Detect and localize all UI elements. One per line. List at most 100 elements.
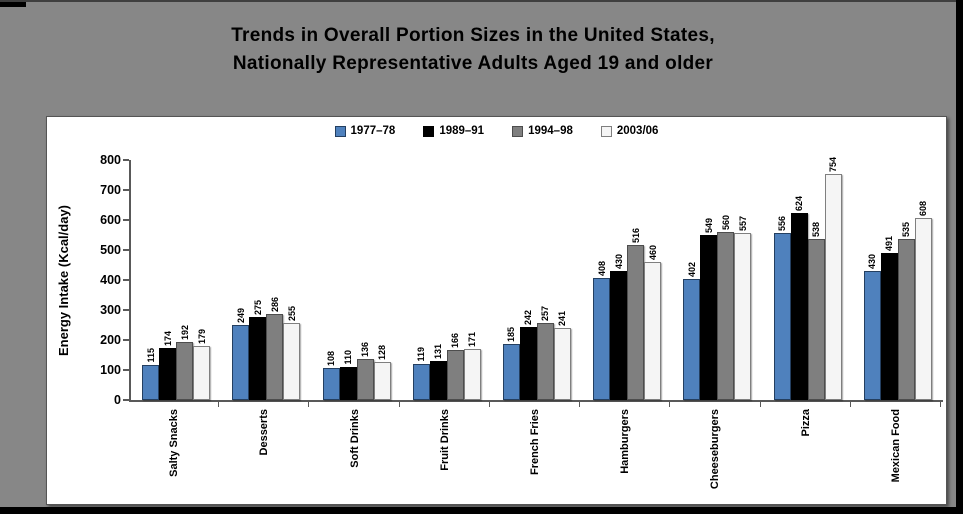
y-tick-label: 100 [100,363,121,377]
bar-value-label: 185 [506,326,517,342]
bar-value-label: 131 [433,343,444,359]
category-cell: Salty Snacks [129,409,219,501]
y-tick-mark [123,249,129,251]
bar-group: 119 131 166 171 [402,160,492,400]
category-cell: Fruit Drinks [400,409,490,501]
bar: 192 [176,325,194,400]
category-label: Hamburgers [619,409,632,474]
bar-value-label: 754 [828,156,839,172]
bar-value-label: 110 [343,350,354,365]
bar-group: 430 491 535 608 [853,160,943,400]
bar-group: 249 275 286 255 [221,160,311,400]
bar: 430 [610,254,628,400]
legend-label: 1989–91 [439,125,485,137]
bar-value-label: 136 [360,341,371,357]
category-tick [400,402,490,407]
category-tick [670,402,761,407]
bar: 115 [142,348,160,400]
bar-value-label: 192 [179,324,190,340]
y-tick-label: 200 [100,333,121,347]
category-tick [851,402,941,407]
bar: 185 [502,327,520,400]
bar: 538 [807,222,825,400]
category-tick [490,402,581,407]
bar: 408 [593,261,611,400]
bar: 402 [683,262,701,400]
bar: 174 [159,331,177,400]
bar: 249 [232,308,250,400]
bar-group: 115 174 192 179 [131,160,221,400]
bar-value-label: 257 [540,305,551,321]
bar-value-label: 286 [269,296,280,312]
category-label: Pizza [799,409,812,437]
bar-group: 408 430 516 460 [582,160,672,400]
chart-title-line-1: Trends in Overall Portion Sizes in the U… [231,25,715,46]
y-tick-mark [123,339,129,341]
bar: 491 [880,236,898,400]
y-tick-mark [123,399,129,401]
legend-label: 1977–78 [350,125,396,137]
category-label: Desserts [258,409,271,456]
y-tick-label: 700 [100,183,121,197]
bar-value-label: 430 [867,253,878,269]
bar: 275 [249,300,267,400]
bar-value-label: 516 [630,227,641,243]
bar-value-label: 608 [918,200,929,216]
bar: 460 [644,245,662,400]
chart-title-line-2: Nationally Representative Adults Aged 19… [232,53,714,74]
bar: 560 [717,215,735,400]
category-label: Cheeseburgers [709,409,722,490]
bar: 754 [824,157,842,400]
bar-value-label: 249 [235,307,246,323]
bar-value-label: 255 [286,305,297,321]
bar: 108 [322,351,340,400]
top-left-shadow-notch [0,2,26,7]
bar-value-label: 430 [613,253,624,269]
category-tick-row [129,402,941,407]
bar: 286 [266,297,284,400]
bar: 516 [627,228,645,400]
y-tick-label: 800 [100,153,121,167]
bar-value-label: 108 [326,350,337,366]
bar-group: 556 624 538 754 [763,157,853,400]
category-cell: Soft Drinks [309,409,399,501]
bar-group: 108 110 136 128 [311,160,401,400]
bar: 549 [700,218,718,400]
bar-value-label: 491 [884,235,895,251]
category-tick [580,402,671,407]
bar-value-label: 549 [703,217,714,233]
y-tick-mark [123,279,129,281]
bar: 110 [339,350,357,400]
category-cell: Pizza [761,409,851,501]
bar: 119 [412,347,430,400]
y-tick-label: 500 [100,243,121,257]
bar-value-label: 624 [794,195,805,211]
category-tick [129,402,220,407]
legend-item: 1994–98 [512,125,573,137]
bar: 557 [734,216,752,400]
bar-value-label: 119 [416,347,427,362]
y-tick-mark [123,369,129,371]
bar: 430 [863,254,881,400]
bar: 128 [373,345,391,400]
category-label: Soft Drinks [348,409,361,468]
legend-item: 1989–91 [423,125,484,137]
bar-value-label: 556 [777,215,788,231]
legend-label: 2003/06 [616,125,659,137]
category-label-row: Salty Snacks Desserts Soft Drinks Fruit Dri… [129,409,941,501]
chart-title: Trends in Overall Portion Sizes in the U… [0,22,946,78]
legend-swatch-icon [423,125,435,137]
category-tick [309,402,400,407]
category-cell: French Fries [490,409,580,501]
legend-item: 1977–78 [334,125,396,137]
category-label: Mexican Food [889,409,902,483]
y-tick-mark [123,159,129,161]
bar: 257 [536,306,554,400]
bar-value-label: 242 [523,309,534,325]
bar-value-label: 560 [720,214,731,230]
y-tick-label: 600 [100,213,121,227]
y-tick-label: 400 [100,273,121,287]
bar: 624 [790,196,808,400]
bar: 535 [897,222,915,400]
